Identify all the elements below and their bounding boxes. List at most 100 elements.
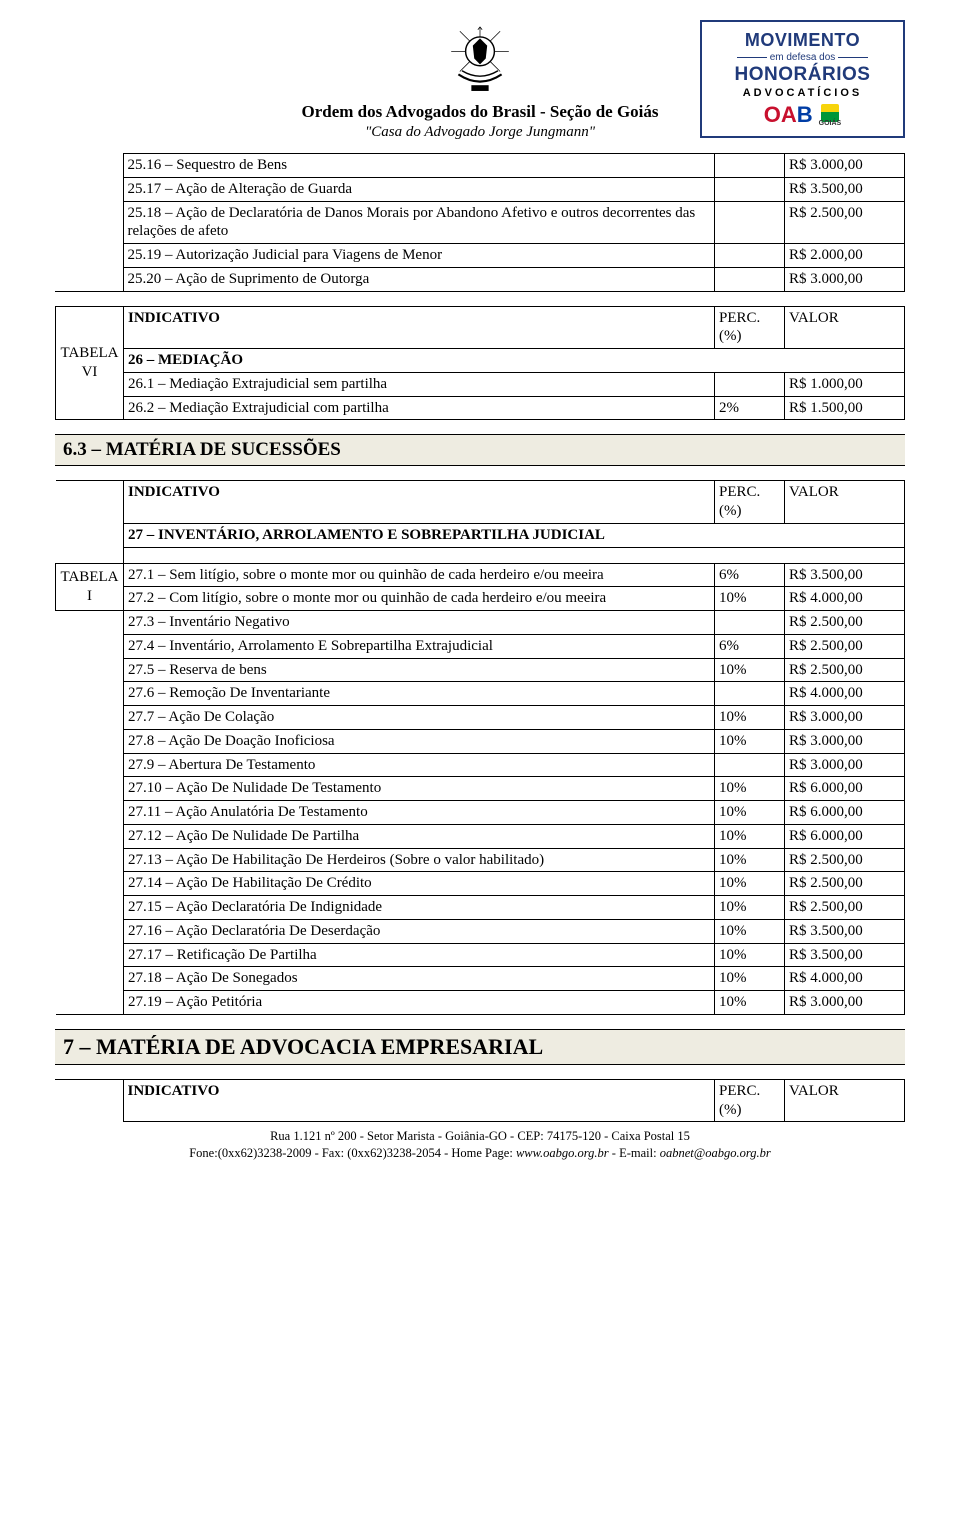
table-header-row: INDICATIVOPERC. (%)VALOR [56, 481, 905, 524]
row-val: R$ 3.000,00 [785, 753, 905, 777]
trailing-label-cell [55, 1079, 123, 1122]
row-desc: 27.3 – Inventário Negativo [124, 611, 715, 635]
row-desc: 27.5 – Reserva de bens [124, 658, 715, 682]
row-desc: 27.19 – Ação Petitória [124, 991, 715, 1015]
table-row: TABELAI27.1 – Sem litígio, sobre o monte… [56, 563, 905, 587]
badge-line3: HONORÁRIOS [712, 64, 893, 86]
label-spacer [56, 824, 124, 848]
row-val: R$ 2.500,00 [785, 634, 905, 658]
table-section25: 25.16 – Sequestro de BensR$ 3.000,0025.1… [55, 153, 905, 292]
tabela-i-label: TABELAI [56, 563, 124, 611]
row-desc: 25.20 – Ação de Suprimento de Outorga [123, 267, 715, 291]
trailing-indicativo: INDICATIVO [123, 1079, 715, 1122]
row-desc: 27.8 – Ação De Doação Inoficiosa [124, 729, 715, 753]
table-row: 26.1 – Mediação Extrajudicial sem partil… [56, 372, 905, 396]
row-val: R$ 3.000,00 [785, 991, 905, 1015]
row-desc: 27.16 – Ação Declaratória De Deserdação [124, 919, 715, 943]
label-spacer [55, 201, 123, 244]
table-header-row: TABELAVIINDICATIVOPERC. (%)VALOR [56, 306, 905, 349]
table-row: 25.16 – Sequestro de BensR$ 3.000,00 [55, 154, 905, 178]
row-perc [715, 753, 785, 777]
row-perc: 10% [715, 872, 785, 896]
label-spacer [56, 801, 124, 825]
row-desc: 27.1 – Sem litígio, sobre o monte mor ou… [124, 563, 715, 587]
row-perc: 6% [715, 634, 785, 658]
label-spacer [55, 244, 123, 268]
row-val: R$ 2.000,00 [785, 244, 905, 268]
row-desc: 27.6 – Remoção De Inventariante [124, 682, 715, 706]
label-spacer [56, 777, 124, 801]
row-val: R$ 3.000,00 [785, 706, 905, 730]
label-spacer [55, 177, 123, 201]
section27-title: 27 – INVENTÁRIO, ARROLAMENTO E SOBREPART… [124, 523, 905, 547]
row-desc: 27.18 – Ação De Sonegados [124, 967, 715, 991]
row-perc: 10% [715, 801, 785, 825]
oab-goias-label: GOIÁS [819, 120, 842, 127]
org-subtitle: "Casa do Advogado Jorge Jungmann" [365, 124, 595, 141]
row-perc: 10% [715, 896, 785, 920]
section26-title: 26 – MEDIAÇÃO [124, 349, 905, 373]
row-perc: 10% [715, 777, 785, 801]
table-row: 25.17 – Ação de Alteração de GuardaR$ 3.… [55, 177, 905, 201]
table-row: 25.20 – Ação de Suprimento de Outorga R$ … [55, 267, 905, 291]
header-center: Ordem dos Advogados do Brasil - Seção de… [260, 20, 700, 141]
table-row: 27.13 – Ação De Habilitação De Herdeiros… [56, 848, 905, 872]
row-val: R$ 2.500,00 [785, 611, 905, 635]
row-desc: 26.2 – Mediação Extrajudicial com partil… [124, 396, 715, 420]
footer-email: oabnet@oabgo.org.br [660, 1146, 771, 1160]
section-heading-7: 7 – MATÉRIA DE ADVOCACIA EMPRESARIAL [55, 1029, 905, 1065]
coat-of-arms-icon [444, 24, 516, 96]
label-spacer [56, 523, 124, 547]
row-perc [715, 201, 785, 244]
row-desc: 27.15 – Ação Declaratória De Indignidade [124, 896, 715, 920]
table-row: 27.9 – Abertura De TestamentoR$ 3.000,00 [56, 753, 905, 777]
row-desc: 27.4 – Inventário, Arrolamento E Sobrepa… [124, 634, 715, 658]
row-perc: 10% [715, 943, 785, 967]
table-row: 27.4 – Inventário, Arrolamento E Sobrepa… [56, 634, 905, 658]
footer-line2: Fone:(0xx62)3238-2009 - Fax: (0xx62)3238… [55, 1145, 905, 1161]
label-spacer [56, 706, 124, 730]
col-valor: VALOR [785, 306, 905, 349]
row-desc: 26.1 – Mediação Extrajudicial sem partil… [124, 372, 715, 396]
row-val: R$ 3.000,00 [785, 267, 905, 291]
row-perc [715, 154, 785, 178]
footer-line1: Rua 1.121 nº 200 - Setor Marista - Goiân… [55, 1128, 905, 1144]
label-spacer [56, 547, 124, 563]
table-row: 25.18 – Ação de Declaratória de Danos Mo… [55, 201, 905, 244]
row-val: R$ 4.000,00 [785, 682, 905, 706]
table-row: 27.5 – Reserva de bens10%R$ 2.500,00 [56, 658, 905, 682]
table-row: 27.18 – Ação De Sonegados10%R$ 4.000,00 [56, 967, 905, 991]
row-val: R$ 2.500,00 [785, 872, 905, 896]
row-val: R$ 1.000,00 [785, 372, 905, 396]
label-spacer [56, 991, 124, 1015]
label-spacer [56, 611, 124, 635]
label-spacer [55, 154, 123, 178]
label-spacer [56, 896, 124, 920]
row-desc: 27.2 – Com litígio, sobre o monte mor ou… [124, 587, 715, 611]
row-perc [715, 682, 785, 706]
section-title-row: 26 – MEDIAÇÃO [56, 349, 905, 373]
label-spacer [56, 729, 124, 753]
row-perc: 6% [715, 563, 785, 587]
row-perc [715, 244, 785, 268]
row-val: R$ 4.000,00 [785, 587, 905, 611]
label-spacer [56, 919, 124, 943]
row-val: R$ 3.000,00 [785, 729, 905, 753]
label-spacer [55, 267, 123, 291]
table-row: 27.6 – Remoção De Inventariante R$ 4.000,… [56, 682, 905, 706]
label-spacer [56, 658, 124, 682]
badge-line4: ADVOCATÍCIOS [712, 87, 893, 99]
row-desc: 27.10 – Ação De Nulidade De Testamento [124, 777, 715, 801]
row-desc: 25.18 – Ação de Declaratória de Danos Mo… [123, 201, 715, 244]
table-row: 27.17 – Retificação De Partilha10%R$ 3.5… [56, 943, 905, 967]
row-perc: 10% [715, 706, 785, 730]
row-desc: 27.12 – Ação De Nulidade De Partilha [124, 824, 715, 848]
row-perc [715, 267, 785, 291]
row-perc: 2% [715, 396, 785, 420]
oab-logo-icon: OAB [764, 102, 813, 128]
footer-l2a: Fone:(0xx62)3238-2009 - Fax: (0xx62)3238… [189, 1146, 516, 1160]
row-perc: 10% [715, 824, 785, 848]
col-valor: VALOR [785, 481, 905, 524]
row-desc: 27.7 – Ação De Colação [124, 706, 715, 730]
label-spacer [56, 753, 124, 777]
